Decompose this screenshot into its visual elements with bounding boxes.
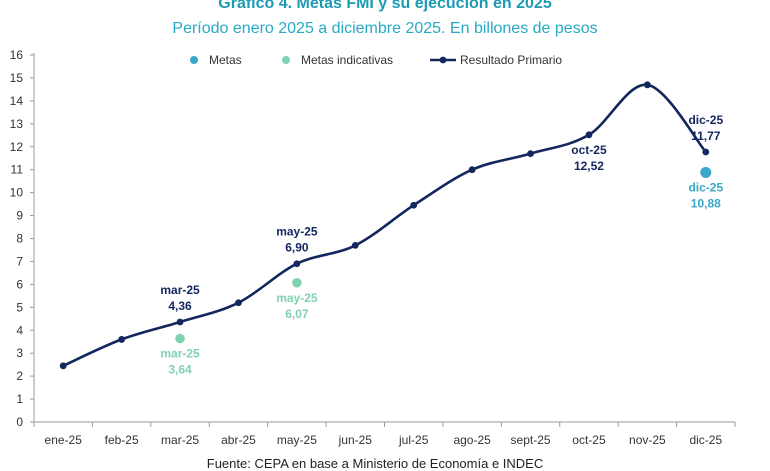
y-tick-label: 15 [10, 71, 24, 85]
x-tick-label: ene-25 [45, 433, 83, 447]
y-tick-label: 8 [16, 232, 23, 246]
legend-resultado-primario-label: Resultado Primario [460, 53, 562, 67]
resultado-primario-point [59, 362, 67, 370]
x-tick-label: jun-25 [338, 433, 373, 447]
annotation-label: may-25 [276, 225, 318, 239]
legend-metas-indicativas-marker [282, 56, 290, 64]
x-tick-label: dic-25 [689, 433, 722, 447]
chart-source: Fuente: CEPA en base a Ministerio de Eco… [206, 456, 544, 471]
y-tick-label: 16 [10, 48, 24, 62]
annotation-label: mar-25 [160, 347, 200, 361]
annotation-value: 10,88 [691, 196, 721, 210]
y-tick-label: 11 [11, 163, 24, 177]
y-tick-label: 14 [10, 94, 24, 108]
y-tick-label: 5 [16, 300, 23, 314]
annotation-value: 4,36 [168, 299, 192, 313]
legend-metas-marker [190, 56, 198, 64]
metas-point [700, 166, 712, 178]
y-tick-label: 9 [16, 209, 23, 223]
chart-title: Gráfico 4. Metas FMI y su ejecución en 2… [218, 0, 552, 12]
chart-marks [59, 81, 712, 370]
y-tick-label: 10 [10, 186, 24, 200]
annotation-value: 12,52 [574, 159, 604, 173]
y-tick-label: 7 [16, 254, 23, 268]
resultado-primario-point [468, 166, 476, 174]
annotation-label: dic-25 [688, 113, 723, 127]
annotation-label: mar-25 [160, 283, 200, 297]
chart-legend: Metas Metas indicativas Resultado Primario [190, 53, 562, 67]
x-tick-label: ago-25 [453, 433, 491, 447]
metas-indicativas-point [175, 333, 185, 344]
resultado-primario-line [61, 83, 708, 368]
x-tick-label: jul-25 [398, 433, 429, 447]
x-tick-label: sept-25 [511, 433, 551, 447]
legend-metas-label: Metas [209, 53, 242, 67]
y-tick-label: 13 [10, 117, 24, 131]
y-tick-label: 6 [16, 277, 23, 291]
x-tick-label: feb-25 [105, 433, 139, 447]
x-tick-label: oct-25 [572, 433, 606, 447]
resultado-primario-point [176, 318, 184, 326]
resultado-primario-point [351, 241, 359, 249]
resultado-primario-point [118, 336, 126, 343]
x-tick-label: abr-25 [221, 433, 256, 447]
annotation-value: 6,90 [285, 241, 309, 255]
resultado-primario-point [643, 81, 651, 89]
annotation-value: 6,07 [285, 307, 309, 321]
annotation-label: may-25 [276, 291, 318, 305]
x-tick-label: nov-25 [629, 433, 666, 447]
y-tick-label: 4 [16, 323, 23, 337]
y-tick-label: 0 [16, 415, 23, 429]
y-tick-label: 12 [10, 140, 24, 154]
annotation-value: 11,77 [691, 129, 721, 143]
resultado-primario-point [410, 201, 418, 209]
y-tick-label: 2 [16, 369, 23, 383]
annotation-value: 3,64 [168, 363, 192, 377]
resultado-primario-point [585, 131, 593, 139]
y-tick-label: 1 [16, 392, 23, 406]
annotation-label: oct-25 [571, 143, 607, 157]
resultado-primario-point [235, 299, 242, 307]
resultado-primario-point [702, 148, 710, 156]
resultado-primario-point [293, 260, 301, 268]
chart-subtitle: Período enero 2025 a diciembre 2025. En … [172, 20, 598, 37]
chart-annotations: mar-25 4,36 may-25 6,90 oct-25 12,52 dic-25 11,… [160, 113, 723, 376]
y-tick-label: 3 [16, 346, 23, 360]
resultado-primario-point [527, 150, 534, 158]
legend-metas-indicativas-label: Metas indicativas [301, 53, 393, 67]
metas-indicativas-point [292, 277, 302, 288]
x-tick-label: mar-25 [161, 433, 199, 447]
annotation-label: dic-25 [688, 180, 723, 194]
x-tick-label: may-25 [277, 433, 317, 447]
legend-resultado-primario-marker [439, 56, 447, 64]
